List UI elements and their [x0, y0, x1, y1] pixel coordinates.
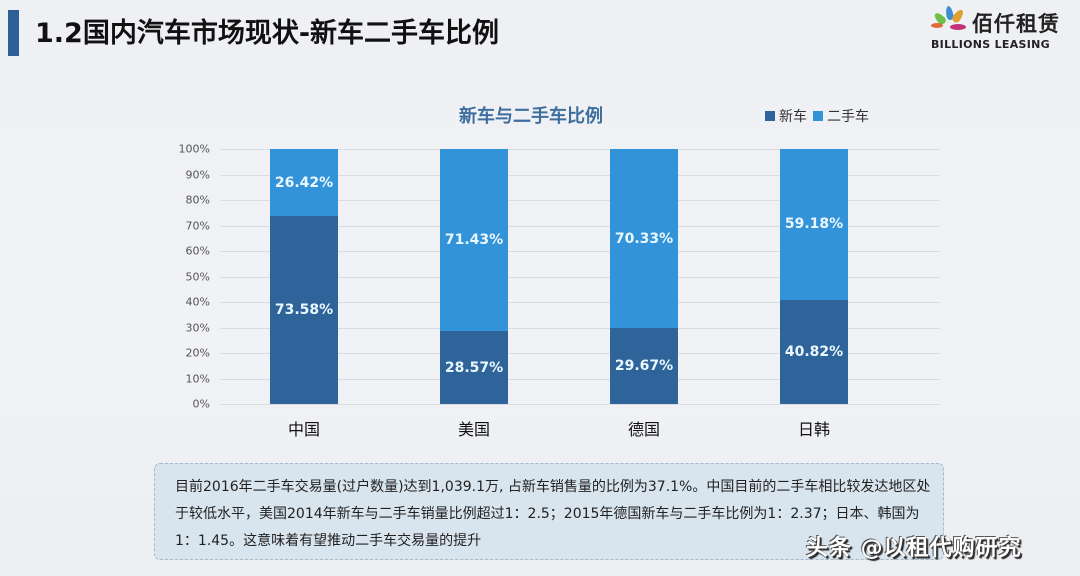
y-tick: 20%: [185, 346, 210, 360]
y-tick: 10%: [185, 372, 210, 385]
bar-germany: 70.33% 29.67%: [610, 149, 678, 404]
gridline: [220, 404, 940, 405]
gridline: [220, 353, 940, 354]
gridline: [220, 378, 940, 380]
gridline: [220, 327, 940, 329]
logo-chinese-text: 佰仟租赁: [972, 12, 1060, 36]
bar-segment-new: 29.67%: [610, 328, 678, 404]
bar-segment-used: 26.42%: [270, 149, 338, 217]
x-label-germany: 德国: [627, 420, 660, 439]
page-title: 1.2国内汽车市场现状-新车二手车比例: [35, 18, 500, 49]
gridline: [220, 174, 940, 176]
company-logo: 佰仟租赁 BILLIONS LEASING: [928, 5, 1068, 56]
y-tick: 40%: [185, 295, 210, 309]
bar-usa: 71.43% 28.57%: [440, 149, 508, 404]
title-accent-bar: [8, 10, 19, 56]
summary-note-text: 目前2016年二手车交易量(过户数量)达到1,039.1万, 占新车销售量的比例…: [175, 479, 931, 549]
x-label-usa: 美国: [457, 420, 490, 439]
y-tick: 0%: [192, 397, 210, 411]
legend-swatch-used: [813, 111, 823, 121]
watermark: 头条 @以租代购研究: [806, 536, 1022, 561]
bar-segment-used: 71.43%: [440, 149, 508, 332]
bar-segment-used: 59.18%: [780, 149, 848, 300]
legend-label-used: 二手车: [827, 109, 869, 125]
gridline: [220, 251, 940, 252]
y-tick: 50%: [185, 270, 210, 283]
bar-china: 26.42% 73.58%: [270, 149, 338, 404]
gridline: [220, 225, 940, 227]
bar-segment-new: 73.58%: [270, 216, 338, 404]
summary-note-box: 目前2016年二手车交易量(过户数量)达到1,039.1万, 占新车销售量的比例…: [154, 463, 944, 560]
bar-segment-used: 70.33%: [610, 149, 678, 329]
bar-segment-new: 40.82%: [780, 299, 848, 404]
chart-title: 新车与二手车比例: [459, 106, 603, 127]
gridline: [220, 276, 940, 278]
y-tick: 100%: [178, 142, 210, 156]
y-tick: 60%: [185, 244, 210, 258]
y-tick: 30%: [185, 321, 210, 334]
bar-japan-korea: 59.18% 40.82%: [780, 149, 848, 404]
logo-english-text: BILLIONS LEASING: [931, 38, 1050, 51]
legend-swatch-new: [765, 111, 775, 121]
chart-plot-area: 26.42% 73.58% 71.43% 28.57% 70.33% 29.67…: [220, 149, 940, 405]
gridline: [220, 302, 940, 303]
logo-flower-icon: [928, 5, 972, 36]
y-tick: 90%: [185, 168, 210, 181]
y-tick: 70%: [185, 219, 210, 232]
x-label-japan-korea: 日韩: [797, 420, 830, 439]
gridline: [220, 200, 940, 201]
chart-legend: 新车 二手车: [765, 106, 875, 126]
legend-item-new: 新车: [765, 106, 807, 126]
bar-segment-new: 28.57%: [440, 331, 508, 404]
gridline: [220, 149, 940, 150]
legend-label-new: 新车: [779, 109, 807, 125]
x-label-china: 中国: [287, 420, 320, 439]
legend-item-used: 二手车: [813, 106, 869, 126]
y-tick: 80%: [185, 193, 210, 207]
